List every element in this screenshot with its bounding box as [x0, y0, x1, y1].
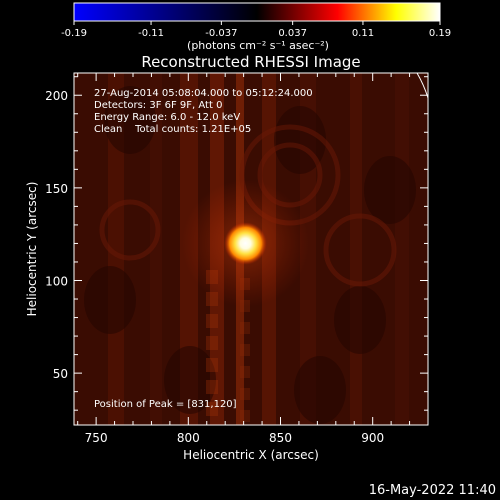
x-axis: 750 800 850 900 [77, 73, 429, 445]
colorbar-tick-label: -0.11 [138, 28, 164, 39]
texture-shadow [294, 356, 346, 424]
colorbar-units: (photons cm⁻² s⁻¹ asec⁻²) [187, 39, 329, 52]
texture-streak [108, 73, 124, 425]
colorbar-tick-label: 0.037 [278, 28, 307, 39]
y-tick-label: 150 [45, 182, 68, 196]
texture-blob [206, 336, 218, 350]
plot-area [74, 73, 428, 425]
texture-ring [323, 213, 397, 287]
texture-streak [150, 73, 162, 425]
colorbar-tick-label: -0.037 [205, 28, 237, 39]
texture-blob [240, 388, 250, 400]
y-tick-label: 50 [53, 367, 68, 381]
texture-blob [206, 358, 218, 372]
x-axis-label: Heliocentric X (arcsec) [183, 448, 319, 462]
colorbar-gradient [73, 2, 441, 22]
y-tick-label: 200 [45, 89, 68, 103]
texture-shadow [164, 346, 216, 414]
texture-blob [206, 402, 218, 416]
texture-streak [350, 73, 362, 425]
colorbar-tick-label: 0.11 [352, 28, 374, 39]
chart-title: Reconstructed RHESSI Image [141, 53, 360, 71]
texture-shadow [84, 266, 136, 334]
texture-shadow [334, 286, 386, 354]
colorbar-tick-label: 0.19 [429, 28, 451, 39]
detectors-text: Detectors: 3F 6F 9F, Att 0 [94, 100, 222, 111]
texture-blob [206, 380, 218, 394]
x-tick-label: 900 [361, 431, 384, 445]
texture-shadow [364, 156, 416, 224]
texture-blob [240, 366, 250, 378]
texture-blob [240, 322, 250, 334]
footer-timestamp: 16-May-2022 11:40 [369, 483, 496, 498]
colorbar-ticks: -0.19 -0.11 -0.037 0.037 0.11 0.19 [61, 21, 451, 39]
y-tick-label: 100 [45, 274, 68, 288]
x-tick-label: 800 [177, 431, 200, 445]
time-range-text: 27-Aug-2014 05:08:04.000 to 05:12:24.000 [94, 88, 313, 99]
peak-position-text: Position of Peak = [831,120] [94, 399, 237, 410]
x-tick-label: 850 [269, 431, 292, 445]
solar-limb [416, 73, 428, 99]
y-axis-label: Heliocentric Y (arcsec) [25, 182, 39, 317]
colorbar: -0.19 -0.11 -0.037 0.037 0.11 0.19 (photons c… [61, 2, 451, 52]
colorbar-tick-label: -0.19 [61, 28, 87, 39]
clean-counts-text: Clean Total counts: 1.21E+05 [94, 124, 251, 135]
texture-streak [395, 73, 409, 425]
y-axis: 50 100 150 200 [45, 76, 428, 411]
texture-ring [99, 199, 161, 261]
texture-shadow [104, 86, 156, 154]
texture-blob [206, 314, 218, 328]
energy-range-text: Energy Range: 6.0 - 12.0 keV [94, 112, 240, 123]
texture-blob [240, 410, 250, 422]
plot-frame [73, 72, 429, 426]
flare-source [224, 222, 267, 265]
x-tick-label: 750 [85, 431, 108, 445]
texture-blob [240, 344, 250, 356]
